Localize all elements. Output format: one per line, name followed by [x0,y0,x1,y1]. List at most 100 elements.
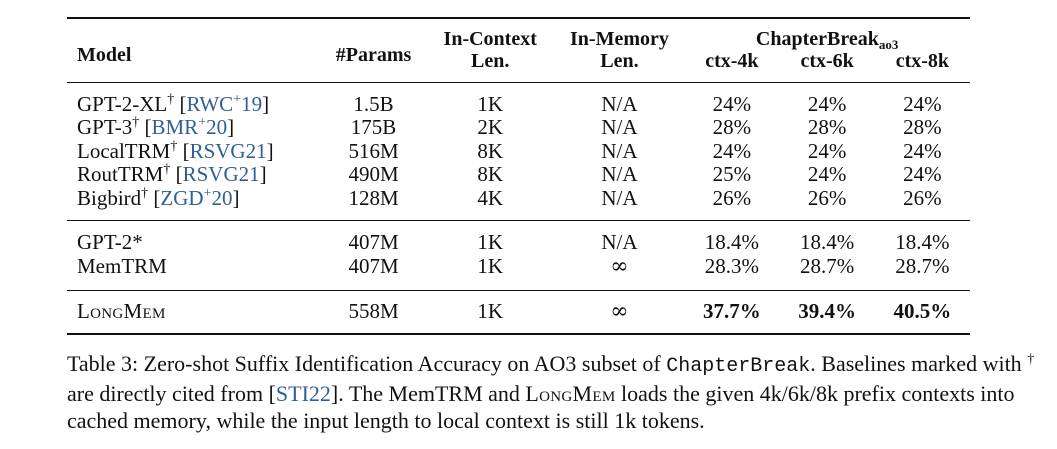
caption-text-3: are directly cited from [ [67,380,276,406]
table-row: MemTRM 407M 1K ∞ 28.3% 28.7% 28.7% [67,253,970,290]
header-ctx6: ctx-6k [800,50,854,73]
table-row: LocalTRM† [RSVG21] 516M 8K N/A 24% 24% 2… [67,138,970,164]
table-caption: Table 3: Zero-shot Suffix Identification… [67,350,1047,434]
in-memory-cell: N/A [601,185,638,210]
header-ctx4: ctx-4k [705,50,759,73]
model-cell: GPT-3† [BMR+20] [77,115,235,140]
ctx8-cell: 24% [903,91,942,116]
ctx4-cell: 26% [712,185,752,210]
ctx4-cell: 25% [712,162,752,187]
ctx4-cell: 18.4% [684,220,780,255]
table-row: RoutTRM† [RSVG21] 490M 8K N/A 25% 24% 24… [67,163,970,187]
in-memory-cell: N/A [554,220,685,255]
in-context-cell: 2K [477,115,504,140]
ctx8-cell: 18.4% [874,220,970,255]
in-context-cell: 1K [477,91,504,116]
ctx6-cell: 28.7% [799,254,855,279]
params-cell: 407M [348,254,399,279]
ctx8-cell: 28.7% [895,254,950,279]
ctx4-cell: 37.7% [684,289,780,336]
caption-longmem: LongMem [525,380,616,406]
caption-text-4: ]. The MemTRM and [330,380,526,406]
table-row: GPT-2* 407M 1K N/A 18.4% 18.4% 18.4% [67,220,970,255]
header-in-context-line2: Len. [471,50,510,73]
ctx6-cell: 39.4% [779,289,875,336]
params-cell: 407M [321,220,426,255]
caption-label: Table 3: [67,351,139,376]
model-cell: RoutTRM† [RSVG21] [77,162,267,187]
header-in-memory-line2: Len. [600,50,639,73]
table-row: LongMem 558M 1K ∞ 37.7% 39.4% 40.5% [67,289,970,336]
citation-link[interactable]: ZGD+20 [160,185,233,210]
params-cell: 128M [348,185,399,210]
params-cell: 175B [350,115,397,140]
in-context-cell: 4K [477,185,504,210]
caption-dataset: ChapterBreak [666,355,811,378]
ctx6-cell: 24% [807,162,847,187]
header-chapterbreak-main: ChapterBreak [755,28,879,50]
params-cell: 490M [348,162,399,187]
ctx6-cell: 24% [807,91,847,116]
citation-link[interactable]: RSVG21 [182,162,260,187]
in-memory-cell: ∞ [554,289,685,336]
ctx8-cell: 28% [903,115,942,140]
caption-dagger: † [1027,352,1035,367]
model-cell: GPT-2* [67,220,322,255]
in-context-cell: 1K [477,254,504,279]
header-model: Model [77,43,132,66]
caption-citation-link[interactable]: STI22 [275,380,331,406]
ctx4-cell: 24% [712,138,752,163]
trained-baseline-group: GPT-2* 407M 1K N/A 18.4% 18.4% 18.4% Mem… [67,220,970,290]
in-memory-cell: N/A [601,162,638,187]
ctx8-cell: 26% [903,185,942,210]
ctx4-cell: 24% [712,91,752,116]
header-ctx8: ctx-8k [895,50,950,73]
results-table: Model #Params In-Context In-Memory Chapt… [67,17,970,336]
ctx4-cell: 28.3% [704,254,760,279]
citation-link[interactable]: RWC+19 [186,91,263,116]
caption-text-5: loads the given 4k/6k/8k prefix contexts… [67,380,1015,434]
ctx8-cell: 40.5% [874,289,970,336]
table-row: GPT-3† [BMR+20] 175B 2K N/A 28% 28% 28% [67,116,970,140]
ctx4-cell: 28% [712,115,752,140]
header-chapterbreak: ChapterBreakao3 [684,18,970,52]
params-cell: 516M [348,138,399,163]
caption-text-1: Zero-shot Suffix Identification Accuracy… [138,351,667,376]
ctx8-cell: 24% [903,162,942,187]
header-in-context-line1: In-Context [443,28,537,50]
table-row: GPT-2-XL† [RWC+19] 1.5B 1K N/A 24% 24% 2… [67,82,970,116]
header-row-top: Model #Params In-Context In-Memory Chapt… [67,18,970,66]
ctx8-cell: 24% [903,138,942,163]
in-context-cell: 8K [477,138,504,163]
in-memory-cell: N/A [601,91,638,116]
in-context-cell: 1K [425,289,555,336]
ctx6-cell: 28% [807,115,847,140]
in-memory-cell: N/A [601,115,638,140]
in-memory-cell: N/A [601,138,638,163]
model-cell: LocalTRM† [RSVG21] [77,138,274,163]
params-cell: 558M [321,289,426,336]
model-cell: Bigbird† [ZGD+20] [77,185,240,210]
citation-link[interactable]: RSVG21 [189,138,267,163]
model-cell: GPT-2-XL† [RWC+19] [77,91,270,116]
longmem-group: LongMem 558M 1K ∞ 37.7% 39.4% 40.5% [67,289,970,336]
header-row-bottom: Len. Len. ctx-4k ctx-6k ctx-8k [67,50,970,83]
citation-link[interactable]: BMR+20 [151,115,228,140]
table-header: Model #Params In-Context In-Memory Chapt… [67,18,970,83]
model-cell: LongMem [67,289,322,336]
ctx6-cell: 26% [807,185,847,210]
in-context-cell: 1K [425,220,555,255]
table-row: Bigbird† [ZGD+20] 128M 4K N/A 26% 26% 26… [67,185,970,221]
caption-text-2: . Baselines marked with [810,351,1028,376]
ctx6-cell: 18.4% [779,220,875,255]
in-context-cell: 8K [477,162,504,187]
results-table-wrap: Model #Params In-Context In-Memory Chapt… [67,17,970,336]
ctx6-cell: 24% [807,138,847,163]
model-cell: MemTRM [77,254,167,279]
in-memory-cell: ∞ [610,253,629,279]
header-params: #Params [335,43,412,66]
header-in-memory-line1: In-Memory [570,28,669,50]
baseline-group: GPT-2-XL† [RWC+19] 1.5B 1K N/A 24% 24% 2… [67,82,970,221]
header-chapterbreak-sub: ao3 [878,37,899,52]
